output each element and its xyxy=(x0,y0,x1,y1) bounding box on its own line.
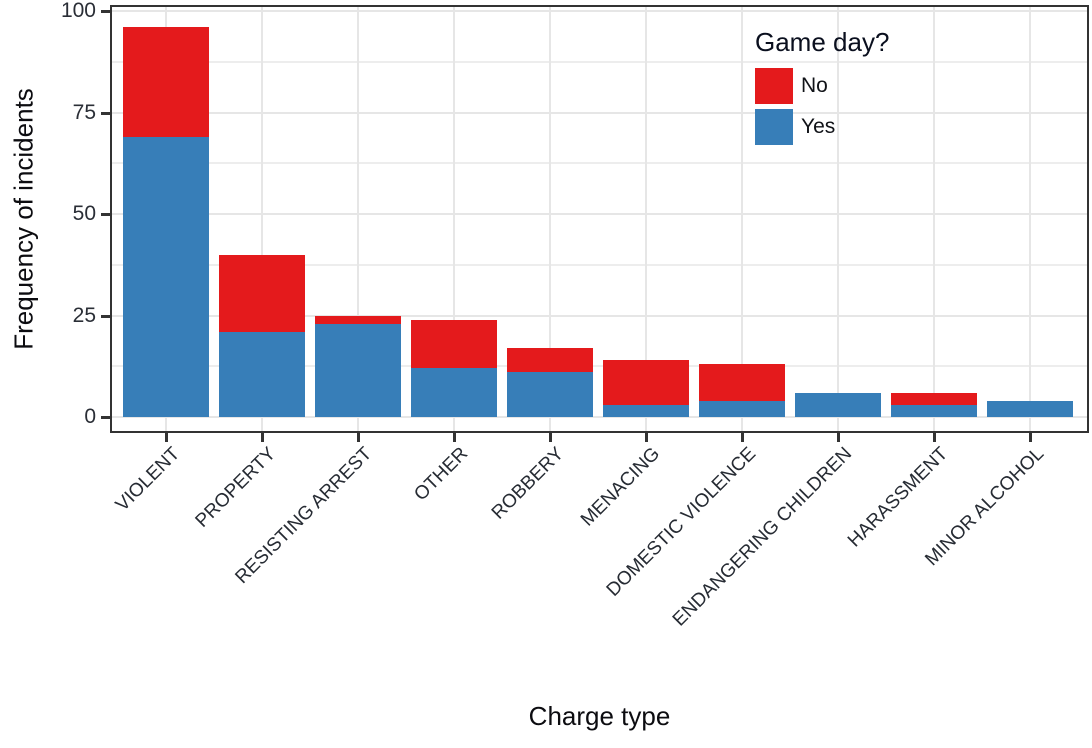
bar-segment-yes-4 xyxy=(507,372,593,417)
gridline-vertical xyxy=(933,5,935,433)
x-tick-mark xyxy=(261,433,264,442)
x-tick-mark xyxy=(741,433,744,442)
gridline-minor xyxy=(110,365,1089,368)
legend: Game day? No Yes xyxy=(755,27,889,150)
bar-segment-no-3 xyxy=(411,319,497,369)
y-tick-mark xyxy=(101,416,110,419)
bar-segment-yes-3 xyxy=(411,368,497,417)
legend-label: Yes xyxy=(801,115,836,138)
x-tick-mark xyxy=(549,433,552,442)
bar-segment-yes-0 xyxy=(123,136,209,417)
gridline-major xyxy=(110,416,1089,418)
x-tick-mark xyxy=(1029,433,1032,442)
legend-swatch-no xyxy=(755,68,793,104)
bar-segment-yes-8 xyxy=(891,404,977,417)
bar-segment-no-4 xyxy=(507,347,593,373)
bar-segment-no-5 xyxy=(603,360,689,405)
gridline-vertical xyxy=(549,5,551,433)
y-tick-label: 100 xyxy=(60,0,96,22)
legend-swatch-yes xyxy=(755,109,793,145)
bar-segment-no-0 xyxy=(123,27,209,137)
bar-segment-yes-7 xyxy=(795,392,881,417)
x-tick-mark xyxy=(165,433,168,442)
x-tick-label-9: MINOR ALCOHOL xyxy=(921,443,1049,571)
bar-segment-no-8 xyxy=(891,392,977,405)
x-tick-mark xyxy=(933,433,936,442)
y-tick-label: 75 xyxy=(72,100,96,124)
gridline-major xyxy=(110,10,1089,12)
legend-item-yes: Yes xyxy=(755,109,889,145)
gridline-minor xyxy=(110,263,1089,266)
bar-segment-yes-2 xyxy=(315,323,401,417)
gridline-vertical xyxy=(837,5,839,433)
gridline-vertical xyxy=(1029,5,1031,433)
y-tick-label: 25 xyxy=(72,303,96,327)
gridline-vertical xyxy=(645,5,647,433)
bar-segment-yes-9 xyxy=(987,400,1073,417)
x-tick-label-8: HARASSMENT xyxy=(843,443,953,552)
x-tick-mark xyxy=(837,433,840,442)
legend-item-no: No xyxy=(755,68,889,104)
y-tick-mark xyxy=(101,213,110,216)
x-tick-mark xyxy=(357,433,360,442)
y-tick-mark xyxy=(101,111,110,115)
bar-segment-no-6 xyxy=(699,364,785,401)
bar-segment-yes-5 xyxy=(603,404,689,417)
legend-entries: No Yes xyxy=(755,68,889,145)
y-tick-mark xyxy=(101,10,110,13)
bar-segment-yes-1 xyxy=(219,331,305,417)
y-axis-title: Frequency of incidents xyxy=(8,88,39,350)
x-tick-mark xyxy=(453,433,456,442)
gridline-minor xyxy=(110,60,1089,63)
x-tick-label-2: RESISTING ARREST xyxy=(231,443,377,589)
bar-segment-no-1 xyxy=(219,254,305,332)
y-tick-mark xyxy=(101,314,110,318)
bar-segment-yes-6 xyxy=(699,400,785,417)
gridline-major xyxy=(110,213,1089,215)
x-axis-title: Charge type xyxy=(528,701,671,731)
x-tick-label-7: ENDANGERING CHILDREN xyxy=(668,443,857,631)
y-tick-label: 50 xyxy=(72,202,96,225)
legend-label: No xyxy=(801,74,828,97)
bar-segment-no-2 xyxy=(315,315,401,324)
x-tick-label-5: MENACING xyxy=(576,443,665,531)
gridline-vertical xyxy=(261,5,263,433)
gridline-minor xyxy=(110,162,1089,165)
y-tick-label: 0 xyxy=(84,405,96,428)
x-tick-label-4: ROBBERY xyxy=(487,443,569,524)
gridline-vertical xyxy=(741,5,743,433)
gridline-major xyxy=(110,111,1089,114)
x-tick-mark xyxy=(645,433,648,442)
x-tick-label-3: OTHER xyxy=(410,443,473,506)
gridline-major xyxy=(110,314,1089,317)
gridline-vertical xyxy=(357,5,359,433)
x-tick-label-6: DOMESTIC VIOLENCE xyxy=(602,443,761,601)
legend-title: Game day? xyxy=(755,27,890,57)
x-tick-label-1: PROPERTY xyxy=(191,443,281,532)
gridline-vertical xyxy=(453,5,455,433)
